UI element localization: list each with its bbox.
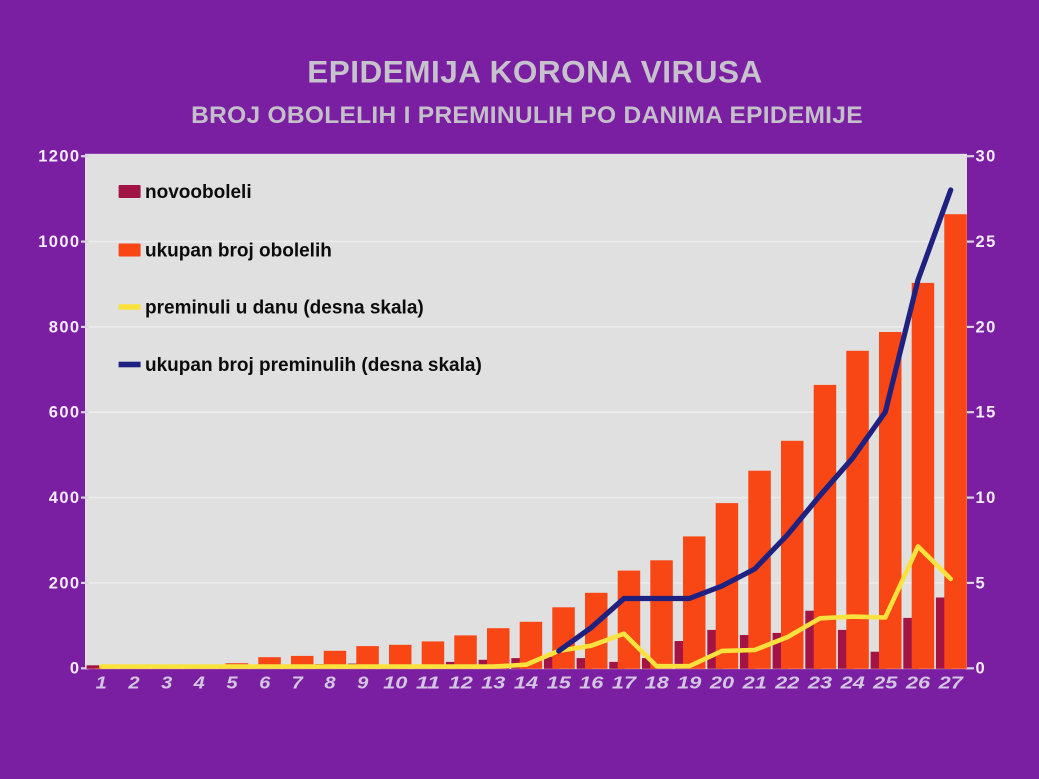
svg-text:9: 9 <box>357 673 369 693</box>
svg-text:BROJ OBOLELIH I PREMINULIH PO: BROJ OBOLELIH I PREMINULIH PO DANIMA EPI… <box>191 102 863 129</box>
svg-text:5: 5 <box>976 574 987 592</box>
svg-text:12: 12 <box>449 673 474 693</box>
svg-text:14: 14 <box>514 673 539 693</box>
svg-text:15: 15 <box>547 673 572 693</box>
svg-text:ukupan broj obolelih: ukupan broj obolelih <box>145 241 332 262</box>
svg-text:novooboleli: novooboleli <box>145 182 252 203</box>
svg-text:20: 20 <box>976 318 997 336</box>
svg-text:11: 11 <box>416 673 440 693</box>
svg-text:4: 4 <box>193 673 206 693</box>
svg-text:22: 22 <box>774 673 800 693</box>
svg-text:21: 21 <box>741 673 766 693</box>
svg-text:13: 13 <box>481 673 506 693</box>
svg-text:EPIDEMIJA KORONA VIRUSA: EPIDEMIJA KORONA VIRUSA <box>307 54 762 90</box>
svg-text:25: 25 <box>976 233 997 251</box>
svg-text:0: 0 <box>70 660 81 678</box>
svg-text:16: 16 <box>579 673 604 693</box>
svg-text:10: 10 <box>976 489 997 507</box>
svg-text:19: 19 <box>677 673 702 693</box>
svg-text:5: 5 <box>226 673 238 693</box>
svg-text:200: 200 <box>49 574 81 592</box>
svg-text:800: 800 <box>49 318 81 336</box>
svg-text:25: 25 <box>872 673 898 693</box>
svg-text:3: 3 <box>161 673 173 693</box>
svg-text:0: 0 <box>976 660 987 678</box>
svg-text:24: 24 <box>839 673 865 693</box>
svg-text:27: 27 <box>937 673 964 693</box>
svg-text:6: 6 <box>259 673 271 693</box>
svg-text:ukupan broj preminulih (desna: ukupan broj preminulih (desna skala) <box>145 355 482 376</box>
svg-text:preminuli u danu (desna skala): preminuli u danu (desna skala) <box>145 298 424 319</box>
svg-text:600: 600 <box>49 404 81 422</box>
svg-text:8: 8 <box>324 673 336 693</box>
svg-text:7: 7 <box>292 673 305 693</box>
svg-text:1200: 1200 <box>38 148 80 166</box>
svg-text:17: 17 <box>612 673 638 693</box>
svg-text:26: 26 <box>905 673 931 693</box>
svg-text:23: 23 <box>807 673 833 693</box>
svg-text:2: 2 <box>127 673 140 693</box>
svg-text:1000: 1000 <box>38 233 80 251</box>
svg-text:15: 15 <box>976 404 997 422</box>
svg-text:400: 400 <box>49 489 81 507</box>
svg-text:10: 10 <box>383 673 408 693</box>
svg-text:18: 18 <box>645 673 670 693</box>
svg-text:1: 1 <box>96 673 107 693</box>
svg-text:30: 30 <box>976 148 997 166</box>
svg-text:20: 20 <box>709 673 735 693</box>
